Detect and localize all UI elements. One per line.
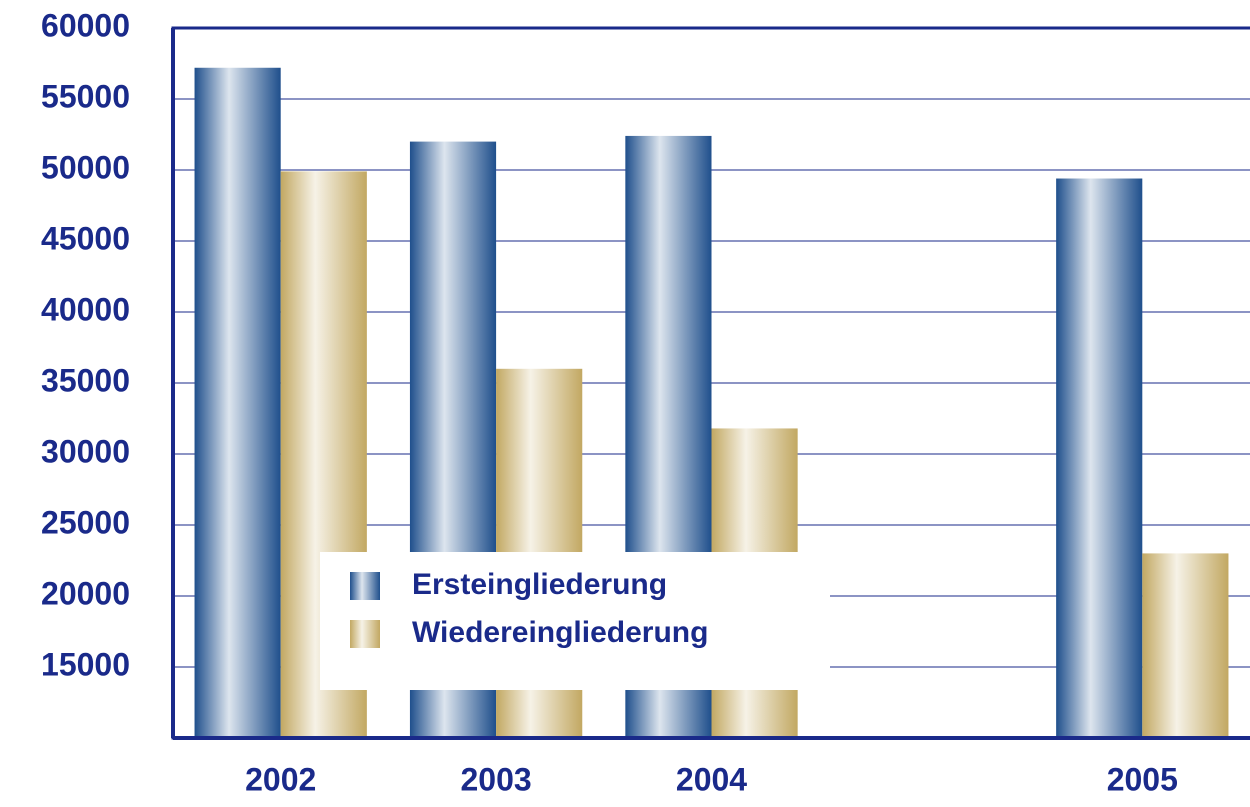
x-tick-label: 2002	[245, 761, 316, 797]
legend-swatch	[350, 572, 380, 600]
legend-box	[320, 552, 830, 690]
y-tick-label: 60000	[41, 7, 130, 43]
legend: Ersteingliederung Wiedereingliederung	[320, 552, 830, 690]
y-tick-label: 35000	[41, 362, 130, 398]
y-tick-label: 40000	[41, 291, 130, 327]
y-tick-label: 45000	[41, 220, 130, 256]
bar	[1056, 178, 1143, 738]
legend-swatch	[350, 620, 380, 648]
x-tick-label: 2003	[461, 761, 532, 797]
legend-label: Ersteingliederung	[412, 568, 667, 601]
legend-label: Wiedereingliederung	[412, 616, 708, 649]
y-tick-label: 25000	[41, 504, 130, 540]
y-tick-label: 15000	[41, 646, 130, 682]
y-tick-label: 50000	[41, 149, 130, 185]
y-tick-label: 20000	[41, 575, 130, 611]
bar	[1142, 553, 1229, 738]
y-tick-label: 30000	[41, 433, 130, 469]
bar	[194, 67, 281, 738]
x-tick-label: 2004	[676, 761, 747, 797]
y-tick-label: 55000	[41, 78, 130, 114]
x-tick-label: 2005	[1107, 761, 1178, 797]
